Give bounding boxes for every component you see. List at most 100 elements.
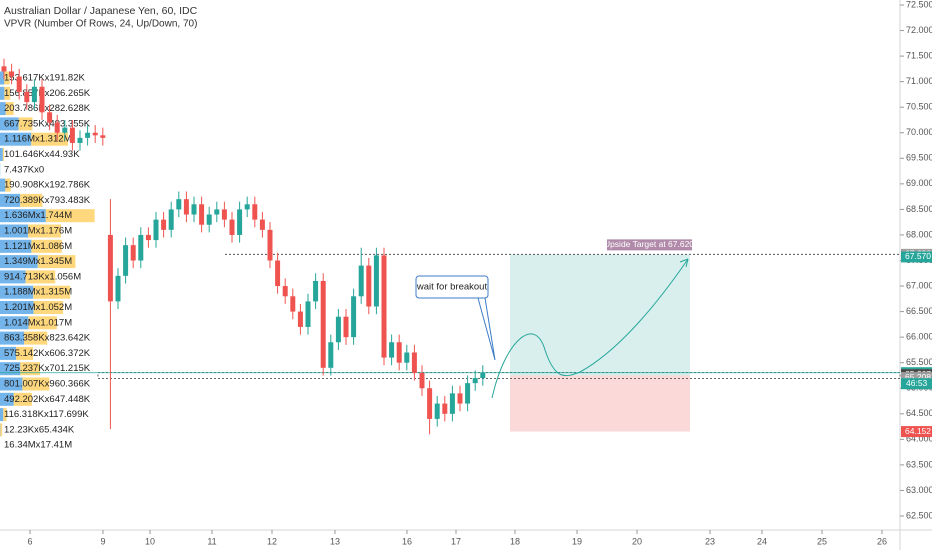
vp-down-bar — [31, 239, 62, 253]
vp-label: 492.202Kx647.448K — [4, 394, 91, 405]
vp-up-bar — [0, 193, 21, 207]
vp-label: 1.014Mx1.017M — [4, 317, 72, 328]
vp-up-bar — [0, 392, 14, 406]
candle-body — [1, 66, 7, 72]
y-tick-label: 64.000 — [906, 434, 932, 444]
candle-body — [297, 311, 303, 327]
candle-body — [115, 275, 121, 302]
vp-down-bar — [5, 102, 14, 116]
x-tick-label: 10 — [145, 536, 155, 546]
target-label: Upside Target at 67.620 — [604, 239, 694, 249]
vp-up-bar — [0, 331, 25, 345]
vp-up-bar — [0, 86, 5, 100]
y-tick-label: 66.500 — [906, 306, 932, 316]
y-tick-label: 71.500 — [906, 50, 932, 60]
vp-up-bar — [0, 285, 34, 299]
y-tick-label: 71.000 — [906, 76, 932, 86]
price-tag-label: 67.570 — [905, 251, 931, 261]
vp-label: 203.786Kx282.628K — [4, 103, 91, 114]
vp-down-bar — [5, 178, 11, 192]
candle-body — [290, 296, 296, 312]
vp-label: 156.857Kx206.265K — [4, 88, 91, 99]
vp-up-bar — [0, 316, 29, 330]
y-tick-label: 67.000 — [906, 280, 932, 290]
y-tick-label: 70.500 — [906, 102, 932, 112]
y-tick-label: 68.000 — [906, 229, 932, 239]
candle-body — [39, 86, 45, 113]
vp-down-bar — [22, 377, 50, 391]
x-tick-label: 19 — [572, 536, 582, 546]
vp-label: 190.908Kx192.786K — [4, 180, 91, 191]
x-tick-label: 25 — [817, 536, 827, 546]
vp-down-bar — [4, 86, 11, 100]
candle-body — [480, 372, 486, 379]
callout-text: wait for breakout — [416, 282, 488, 293]
candle-body — [138, 234, 144, 261]
candle-body — [206, 214, 212, 225]
candle-body — [62, 127, 68, 133]
candle-body — [351, 296, 357, 338]
candle-body — [328, 342, 334, 368]
candle-body — [9, 71, 15, 77]
y-tick-label: 69.000 — [906, 178, 932, 188]
vp-label: 1.121Mx1.086M — [4, 241, 72, 252]
candle-body — [343, 316, 349, 338]
vp-up-bar — [0, 301, 34, 314]
vp-label: 575.142Kx606.372K — [4, 348, 91, 359]
vp-down-bar — [28, 224, 61, 238]
x-tick-label: 12 — [267, 536, 277, 546]
vp-label: 153.617Kx191.82K — [4, 73, 85, 84]
vp-label: 1.201Mx1.052M — [4, 302, 72, 313]
candle-body — [335, 316, 341, 343]
candle-body — [153, 219, 159, 241]
vp-label: 863.358Kx823.642K — [4, 333, 91, 344]
candle-body — [16, 76, 22, 92]
candle-body — [77, 137, 83, 143]
vp-up-bar — [0, 224, 29, 238]
candle-body — [252, 204, 258, 220]
callout-pointer — [477, 297, 496, 361]
candle-body — [47, 112, 53, 123]
vp-label: 725.237Kx701.215K — [4, 363, 91, 374]
indicator-label: VPVR (Number Of Rows, 24, Up/Down, 70) — [4, 19, 197, 30]
vp-up-bar — [0, 71, 5, 85]
x-tick-label: 17 — [451, 536, 461, 546]
vp-up-bar — [0, 239, 32, 253]
vp-label: 1.188Mx1.315M — [4, 287, 72, 298]
y-tick-label: 72.500 — [906, 0, 932, 9]
callout-box — [415, 275, 489, 299]
candle-body — [457, 393, 463, 404]
candle-body — [183, 199, 189, 215]
candle-body — [434, 403, 440, 419]
candle-body — [275, 260, 281, 287]
vp-down-bar — [4, 71, 10, 85]
vp-down-bar — [18, 117, 33, 131]
candle-body — [161, 219, 167, 230]
vp-up-bar — [0, 117, 19, 131]
x-tick-label: 13 — [330, 536, 340, 546]
candle-body — [191, 204, 197, 215]
y-tick-label: 69.500 — [906, 153, 932, 163]
candle-body — [396, 342, 402, 363]
candle-body — [313, 280, 319, 302]
candle-body — [404, 352, 410, 363]
candle-body — [168, 209, 174, 230]
candle-body — [419, 372, 425, 389]
vp-up-bar — [0, 270, 26, 284]
vp-label: 720.389Kx793.483K — [4, 195, 91, 206]
candle-body — [389, 342, 395, 358]
y-tick-label: 64.500 — [906, 408, 932, 418]
y-tick-label: 62.500 — [906, 510, 932, 520]
x-tick-label: 20 — [632, 536, 642, 546]
vp-up-bar — [0, 102, 6, 116]
vp-down-bar — [24, 331, 48, 345]
vp-down-bar — [33, 285, 71, 299]
countdown-tag — [901, 378, 932, 390]
y-tick-label: 72.000 — [906, 25, 932, 35]
candle-body — [176, 199, 182, 210]
y-tick-label: 63.500 — [906, 459, 932, 469]
vp-up-bar — [0, 132, 32, 146]
vp-up-bar — [0, 408, 4, 422]
